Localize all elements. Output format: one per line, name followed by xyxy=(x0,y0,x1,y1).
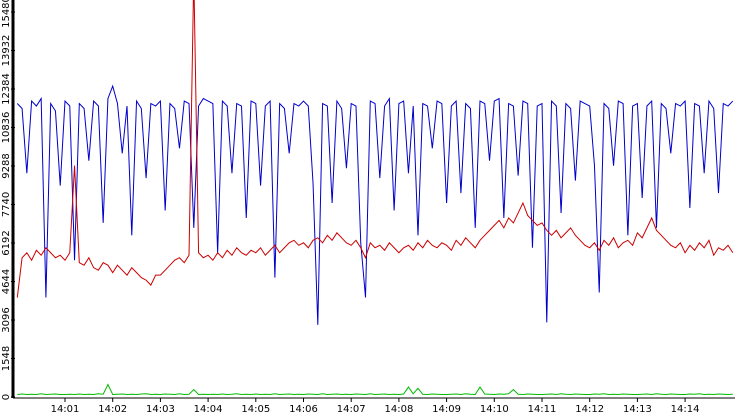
y-tick-label: 3096 xyxy=(1,307,12,332)
x-tick-label: 14:13 xyxy=(623,404,652,415)
x-tick-label: 14:05 xyxy=(241,404,270,415)
plot-area xyxy=(16,0,734,396)
x-tick-label: 14:06 xyxy=(289,404,318,415)
x-tick-label: 14:03 xyxy=(146,404,175,415)
x-tick-label: 14:04 xyxy=(194,404,223,415)
y-tick-label: 6192 xyxy=(1,230,12,255)
y-tick-label: 4644 xyxy=(1,269,12,294)
x-tick-label: 14:12 xyxy=(575,404,604,415)
x-tick-label: 14:01 xyxy=(51,404,80,415)
x-tick-label: 14:09 xyxy=(432,404,461,415)
x-tick-label: 14:14 xyxy=(671,404,700,415)
series-line xyxy=(16,0,734,298)
y-tick-label: 10836 xyxy=(1,112,12,144)
series-line xyxy=(17,383,733,396)
x-tick-label: 14:10 xyxy=(480,404,509,415)
y-tick-label: 7740 xyxy=(1,192,12,217)
y-tick-label: 0 xyxy=(1,394,12,400)
y-tick-label: 9288 xyxy=(1,153,12,178)
x-tick-label: 14:02 xyxy=(98,404,127,415)
y-tick-label: 15480 xyxy=(1,0,12,28)
x-tick-label: 14:11 xyxy=(528,404,557,415)
x-tick-label: 14:08 xyxy=(384,404,413,415)
x-tick-label: 14:07 xyxy=(337,404,366,415)
y-tick-label: 1548 xyxy=(1,346,12,371)
series-line xyxy=(16,84,734,325)
y-tick-label: 12384 xyxy=(1,73,12,105)
y-tick-label: 13932 xyxy=(1,35,12,67)
